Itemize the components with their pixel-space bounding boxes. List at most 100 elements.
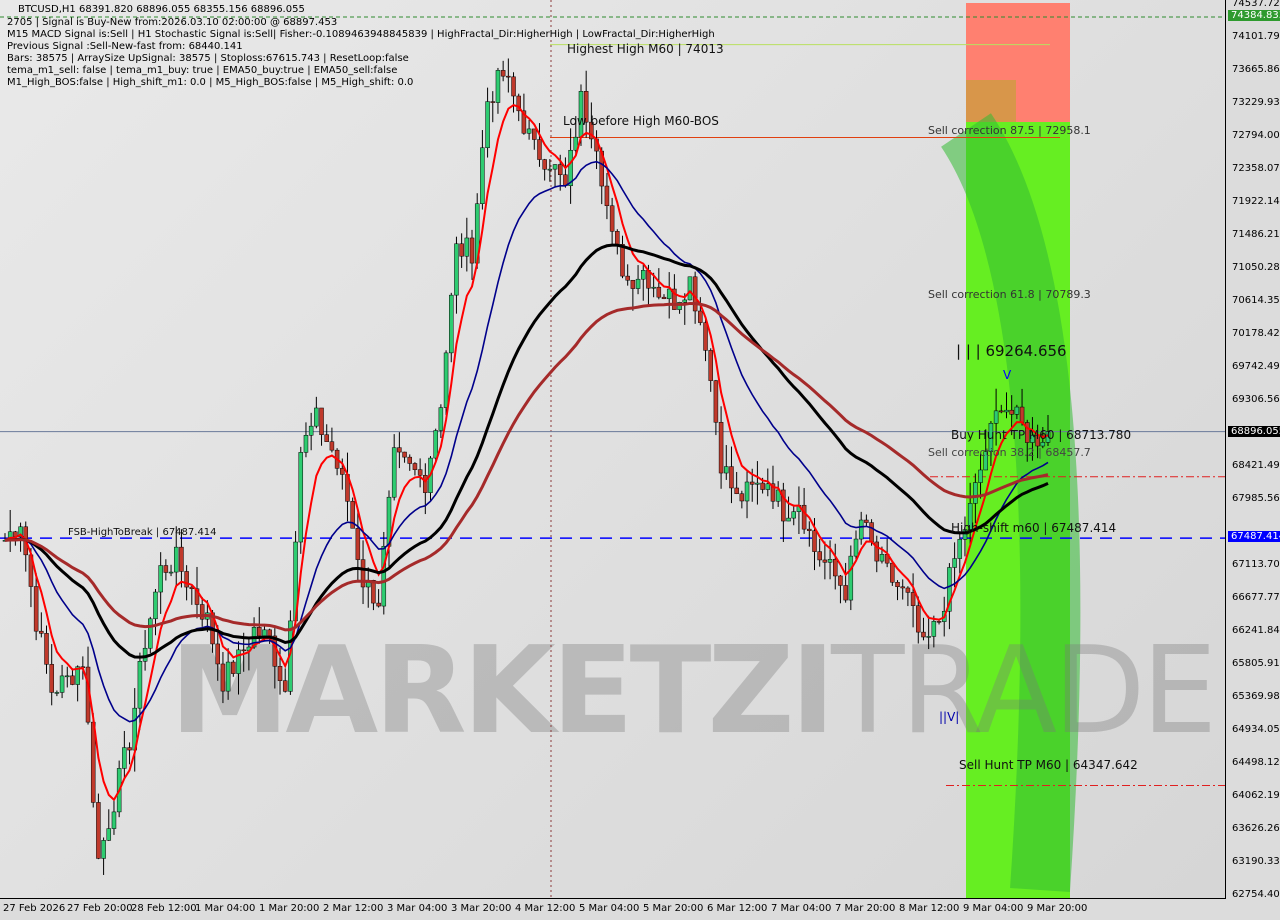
bull-candle xyxy=(262,629,267,637)
bear-candle xyxy=(44,633,49,665)
x-tick-label: 27 Feb 20:00 xyxy=(67,903,133,914)
bull-candle xyxy=(765,483,771,490)
info-line: M15 MACD Signal is:Sell | H1 Stochastic … xyxy=(7,29,715,40)
info-line: M1_High_BOS:false | High_shift_m1: 0.0 |… xyxy=(7,77,414,88)
bear-candle xyxy=(698,310,703,323)
bear-candle xyxy=(1019,406,1025,423)
bear-candle xyxy=(241,649,246,652)
x-tick-label: 27 Feb 2026 xyxy=(3,903,66,914)
bull-candle xyxy=(65,675,70,678)
y-tick-label: 74537.720 xyxy=(1232,0,1280,9)
bull-candle xyxy=(666,288,672,300)
fsb-label: FSB-HighToBreak | 67487.414 xyxy=(68,527,217,538)
bear-candle xyxy=(397,447,402,453)
bull-candle xyxy=(18,526,23,538)
y-tick-label: 71922.140 xyxy=(1232,195,1280,207)
bull-candle xyxy=(952,558,957,568)
bear-candle xyxy=(760,482,765,490)
bear-candle xyxy=(749,481,755,485)
v-marker: V xyxy=(1003,368,1012,382)
bear-candle xyxy=(807,528,812,531)
current-price-badge: 68896.055 xyxy=(1228,426,1280,437)
info-line: 2705 | Signal is Buy-New from:2026.03.10… xyxy=(7,17,338,28)
watermark: MARKETZITRADE xyxy=(170,622,1217,761)
long-ma-line xyxy=(4,301,1049,632)
bull-candle xyxy=(59,675,65,693)
bull-candle xyxy=(142,647,148,662)
bear-candle xyxy=(1009,409,1014,415)
bear-candle xyxy=(506,75,511,78)
bear-candle xyxy=(604,185,610,206)
bear-candle xyxy=(257,627,262,637)
sell-correction-618-label: Sell correction 61.8 | 70789.3 xyxy=(928,288,1091,301)
bear-candle xyxy=(490,101,496,103)
bear-candle xyxy=(817,551,822,561)
bear-candle xyxy=(843,585,848,601)
y-tick-label: 71486.210 xyxy=(1232,228,1280,240)
x-tick-label: 1 Mar 04:00 xyxy=(195,903,256,914)
bear-candle xyxy=(910,592,916,606)
bear-candle xyxy=(890,562,895,583)
bull-candle xyxy=(973,482,978,504)
bear-candle xyxy=(874,541,880,562)
bull-candle xyxy=(106,828,112,841)
bear-candle xyxy=(319,407,324,435)
x-tick-label: 3 Mar 20:00 xyxy=(451,903,512,914)
bear-candle xyxy=(739,493,745,502)
bull-candle xyxy=(391,447,397,498)
bull-candle xyxy=(641,270,646,280)
bear-candle xyxy=(905,587,911,593)
bull-candle xyxy=(755,482,760,485)
info-line: Previous Signal :Sell-New-fast from: 684… xyxy=(7,41,243,52)
bear-candle xyxy=(340,468,345,475)
bull-candle xyxy=(75,666,80,685)
bear-candle xyxy=(516,95,521,112)
bull-candle xyxy=(786,517,791,522)
bear-candle xyxy=(49,664,54,693)
bear-candle xyxy=(402,451,407,458)
bear-candle xyxy=(521,110,527,134)
x-tick-label: 28 Feb 12:00 xyxy=(131,903,197,914)
bull-candle xyxy=(879,554,885,562)
y-tick-label: 71050.280 xyxy=(1232,261,1280,273)
bear-candle xyxy=(277,666,283,681)
bull-candle xyxy=(454,243,459,296)
bear-candle xyxy=(215,643,221,665)
bear-candle xyxy=(713,380,719,423)
bear-candle xyxy=(39,630,44,634)
y-tick-label: 70178.420 xyxy=(1232,327,1280,339)
bull-candle xyxy=(314,407,319,427)
bear-candle xyxy=(630,279,636,289)
bull-candle xyxy=(635,278,641,289)
bear-candle xyxy=(376,602,381,607)
bull-candle xyxy=(744,481,750,502)
bear-candle xyxy=(661,296,667,300)
slow-ma-line xyxy=(4,243,1049,659)
bear-candle xyxy=(163,565,169,573)
bear-candle xyxy=(412,463,418,470)
bear-candle xyxy=(267,629,272,637)
bull-candle xyxy=(853,538,859,557)
plot-area[interactable]: MARKETZITRADE BTCUSD,H1 68391.820 68896.… xyxy=(0,0,1226,899)
bull-candle xyxy=(464,237,470,257)
bear-candle xyxy=(672,288,677,310)
y-tick-label: 64498.120 xyxy=(1232,757,1280,769)
bull-candle xyxy=(122,747,127,769)
bear-candle xyxy=(916,605,921,633)
y-tick-label: 64062.190 xyxy=(1232,790,1280,802)
bear-candle xyxy=(895,582,900,588)
bear-candle xyxy=(127,747,132,751)
bull-candle xyxy=(438,407,444,431)
bear-candle xyxy=(703,322,708,351)
bull-candle xyxy=(962,529,968,540)
mid-ma-line xyxy=(4,160,1049,723)
bear-candle xyxy=(355,528,361,560)
y-tick-label: 66241.840 xyxy=(1232,625,1280,637)
bear-candle xyxy=(459,243,464,257)
x-tick-label: 4 Mar 12:00 xyxy=(515,903,576,914)
high-shift-label: High-shift m60 | 67487.414 xyxy=(951,521,1117,535)
level-price-badge: 67487.414 xyxy=(1228,531,1280,542)
y-tick-label: 63626.260 xyxy=(1232,823,1280,835)
bull-candle xyxy=(568,149,573,187)
